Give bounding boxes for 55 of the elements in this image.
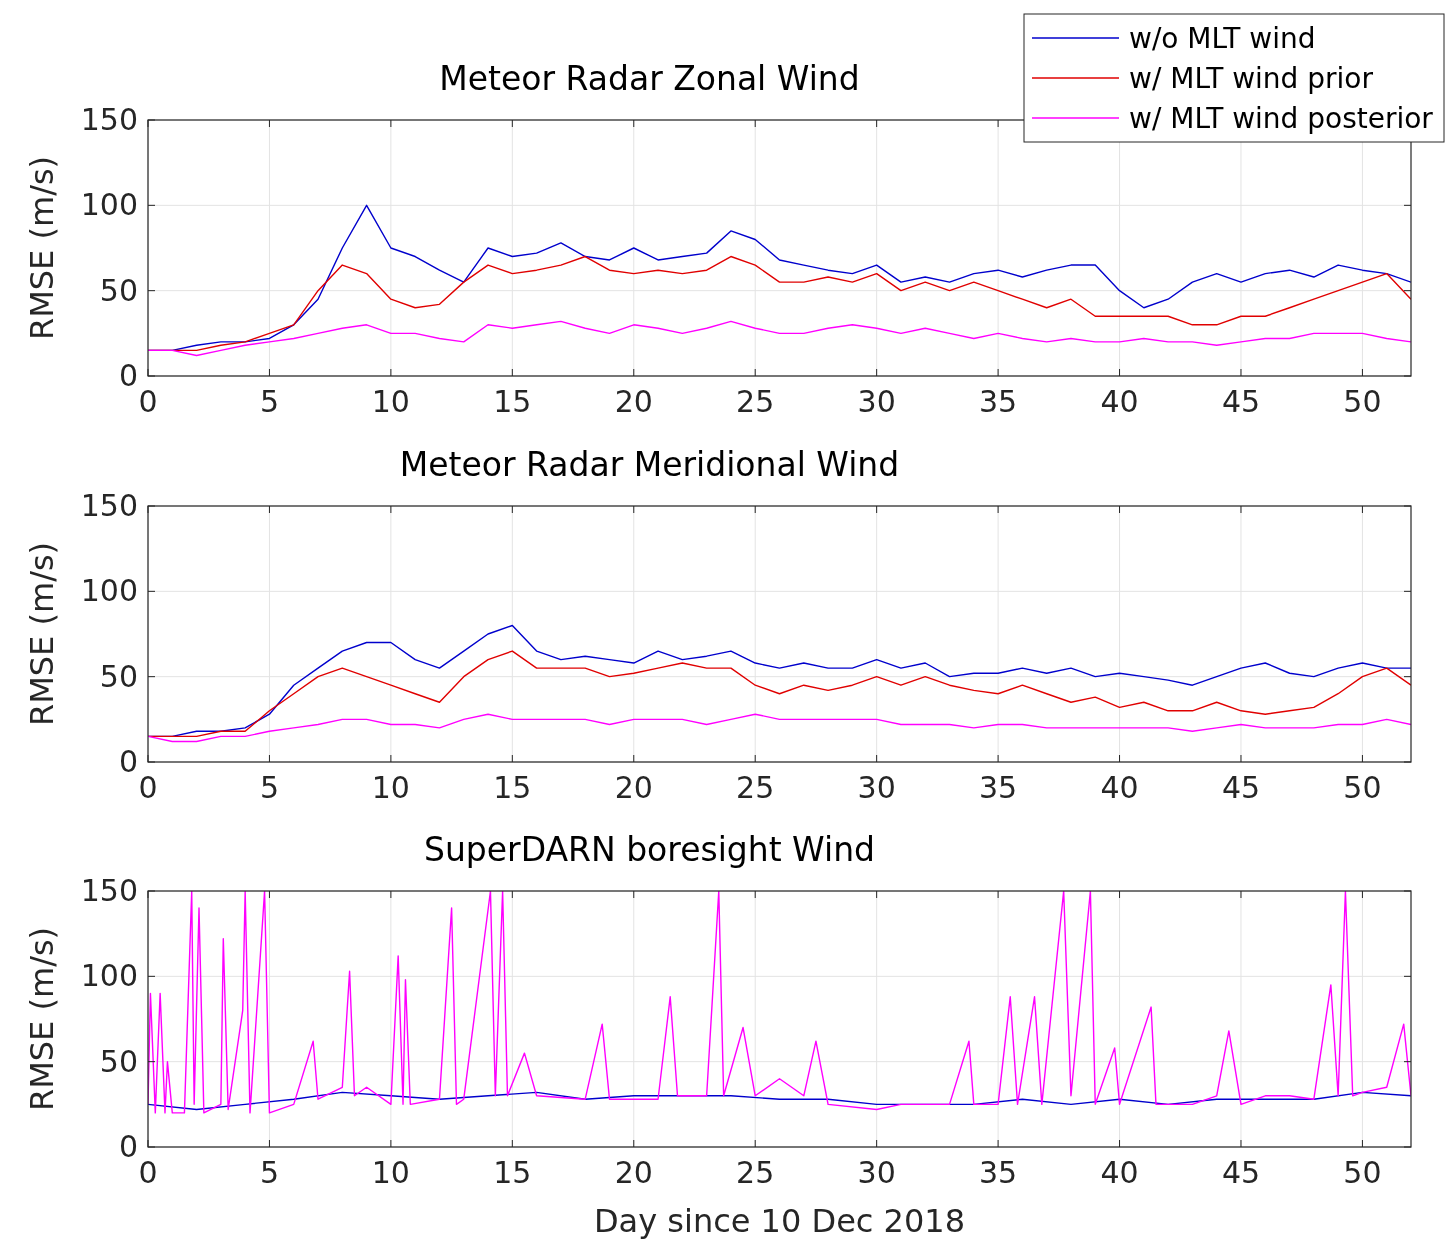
y-tick-label: 50 (99, 272, 138, 308)
x-tick-label: 50 (1343, 1155, 1382, 1190)
y-tick-label: 50 (99, 658, 138, 694)
x-tick-label: 35 (979, 770, 1018, 805)
chart-title: Meteor Radar Zonal Wind (439, 59, 860, 98)
y-axis-title: RMSE (m/s) (23, 541, 61, 727)
y-tick-label: 50 (99, 1043, 138, 1079)
x-tick-label: 30 (857, 384, 896, 419)
x-tick-label: 15 (493, 384, 532, 419)
line-series (148, 713, 1411, 743)
x-tick-label: 5 (259, 384, 279, 419)
line-series (148, 320, 1411, 357)
y-tick-label: 0 (118, 358, 138, 393)
chart-title: SuperDARN boresight Wind (423, 830, 876, 869)
x-tick-label: 50 (1343, 384, 1382, 419)
chart-title: Meteor Radar Meridional Wind (399, 445, 900, 484)
line-series (148, 1091, 1411, 1111)
y-tick-label: 100 (80, 573, 138, 609)
x-tick-label: 10 (371, 770, 410, 805)
y-tick-label: 150 (80, 873, 138, 908)
x-tick-label: 15 (493, 1155, 532, 1190)
x-tick-label: 10 (371, 384, 410, 419)
x-tick-label: 45 (1221, 1155, 1261, 1190)
x-tick-label: 25 (736, 384, 775, 419)
x-tick-label: 20 (614, 1155, 653, 1190)
y-tick-label: 150 (80, 102, 138, 137)
x-tick-label: 25 (736, 770, 775, 805)
y-tick-label: 100 (80, 187, 138, 223)
x-tick-label: 35 (979, 1155, 1018, 1190)
x-tick-label: 40 (1100, 384, 1139, 419)
x-tick-label: 40 (1100, 770, 1139, 805)
y-axis-title: RMSE (m/s) (23, 155, 61, 341)
x-axis-title: Day since 10 Dec 2018 (593, 1202, 966, 1240)
legend-label: w/ MLT wind prior (1129, 62, 1374, 95)
x-tick-label: 20 (614, 770, 653, 805)
y-tick-label: 0 (118, 744, 138, 779)
y-tick-label: 150 (80, 488, 138, 523)
x-tick-label: 25 (736, 1155, 775, 1190)
x-tick-label: 5 (259, 1155, 279, 1190)
x-tick-label: 45 (1221, 770, 1261, 805)
y-axis-title: RMSE (m/s) (23, 926, 61, 1112)
x-tick-label: 35 (979, 384, 1018, 419)
legend-label: w/o MLT wind (1129, 22, 1316, 55)
x-tick-label: 30 (857, 1155, 896, 1190)
y-tick-label: 100 (80, 958, 138, 994)
x-tick-label: 50 (1343, 770, 1382, 805)
legend-label: w/ MLT wind posterior (1129, 102, 1434, 135)
x-tick-label: 30 (857, 770, 896, 805)
x-tick-label: 10 (371, 1155, 410, 1190)
x-tick-label: 20 (614, 384, 653, 419)
y-tick-label: 0 (118, 1129, 138, 1164)
x-tick-label: 40 (1100, 1155, 1139, 1190)
x-tick-label: 5 (259, 770, 279, 805)
x-tick-label: 45 (1221, 384, 1261, 419)
x-tick-label: 15 (493, 770, 532, 805)
